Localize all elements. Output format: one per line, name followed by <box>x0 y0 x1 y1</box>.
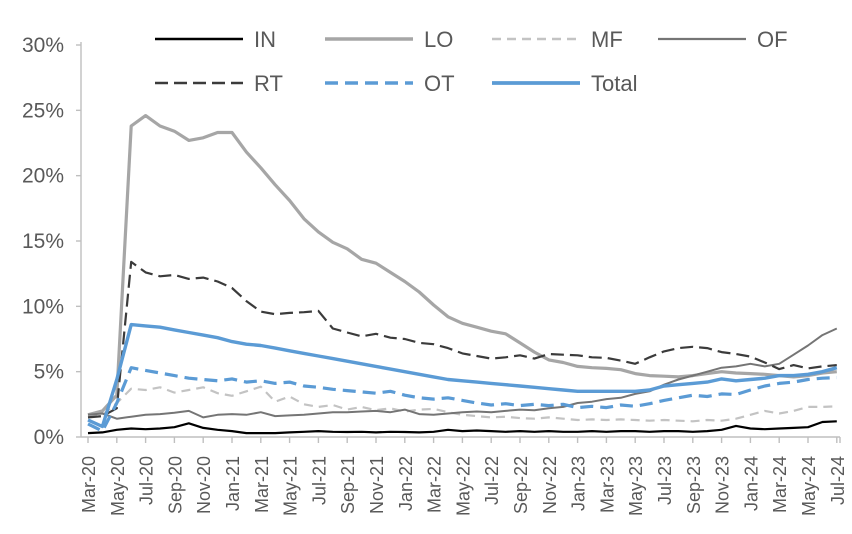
x-tick-label: Sep-23 <box>684 456 704 514</box>
x-tick-label: Sep-20 <box>165 456 185 514</box>
legend-label-RT: RT <box>254 71 283 96</box>
x-tick-label: May-21 <box>281 456 301 516</box>
x-tick-label: Jan-23 <box>569 456 589 511</box>
x-tick-label: Mar-23 <box>597 456 617 513</box>
x-tick-label: Sep-22 <box>511 456 531 514</box>
y-tick-label: 30% <box>22 34 64 57</box>
y-tick-label: 20% <box>22 165 64 188</box>
legend-item-OF: OF <box>658 27 788 52</box>
x-tick-label: Jul-20 <box>137 456 157 505</box>
x-tick-label: Jul-21 <box>309 456 329 505</box>
legend-label-OT: OT <box>424 71 455 96</box>
series-line-LO <box>87 113 837 417</box>
legend-label-MF: MF <box>591 27 623 52</box>
series-line-Total <box>87 322 838 429</box>
legend-item-MF: MF <box>492 27 623 52</box>
x-tick-label: May-23 <box>626 456 646 516</box>
legend-label-IN: IN <box>254 27 276 52</box>
x-tick-label: Jul-24 <box>828 456 848 505</box>
x-tick-label: Jan-22 <box>396 456 416 511</box>
x-tick-label: Jul-22 <box>482 456 502 505</box>
x-tick-label: Nov-22 <box>540 456 560 514</box>
legend-label-Total: Total <box>591 71 637 96</box>
legend-label-OF: OF <box>757 27 788 52</box>
x-tick-label: Mar-22 <box>425 456 445 513</box>
x-tick-label: May-20 <box>108 456 128 516</box>
y-tick-label: 15% <box>22 230 64 253</box>
x-tick-label: Mar-24 <box>770 456 790 513</box>
y-tick-label: 0% <box>34 426 64 449</box>
x-tick-label: Jan-21 <box>223 456 243 511</box>
series-lines <box>87 113 838 435</box>
legend-item-IN: IN <box>155 27 276 52</box>
x-tick-label: Jan-24 <box>741 456 761 511</box>
legend-item-OT: OT <box>325 71 455 96</box>
x-tick-label: Nov-20 <box>194 456 214 514</box>
series-line-IN <box>87 420 837 435</box>
x-tick-label: Jul-23 <box>655 456 675 505</box>
series-line-OF <box>87 327 838 420</box>
x-tick-label: Mar-20 <box>79 456 99 513</box>
x-tick-label: May-24 <box>799 456 819 516</box>
legend-item-Total: Total <box>492 71 637 96</box>
y-tick-label: 10% <box>22 295 64 318</box>
series-line-RT <box>87 260 837 419</box>
x-tick-label: Nov-23 <box>713 456 733 514</box>
y-tick-label: 25% <box>22 99 64 122</box>
y-tick-label: 5% <box>34 361 64 384</box>
series-line-MF <box>87 385 837 423</box>
x-tick-label: Sep-21 <box>338 456 358 514</box>
legend-item-RT: RT <box>155 71 283 96</box>
x-tick-label: Mar-21 <box>252 456 272 513</box>
x-axis: Mar-20 May-20 Jul-20 Sep-20 Nov-20 Jan-21 Mar-… <box>79 437 848 516</box>
x-tick-label: Nov-21 <box>367 456 387 514</box>
legend-label-LO: LO <box>424 27 453 52</box>
legend: IN LO MF OF RT OT Total <box>155 27 788 96</box>
legend-item-LO: LO <box>325 27 453 52</box>
x-tick-label: May-22 <box>453 456 473 516</box>
series-line-OT <box>87 366 837 433</box>
y-axis: 0% 5% 10% 15% 20% 25% 30% <box>22 34 81 449</box>
